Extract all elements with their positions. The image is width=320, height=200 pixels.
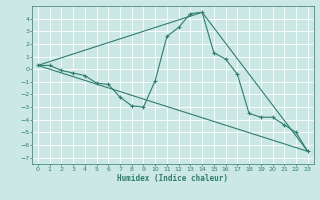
X-axis label: Humidex (Indice chaleur): Humidex (Indice chaleur) — [117, 174, 228, 183]
